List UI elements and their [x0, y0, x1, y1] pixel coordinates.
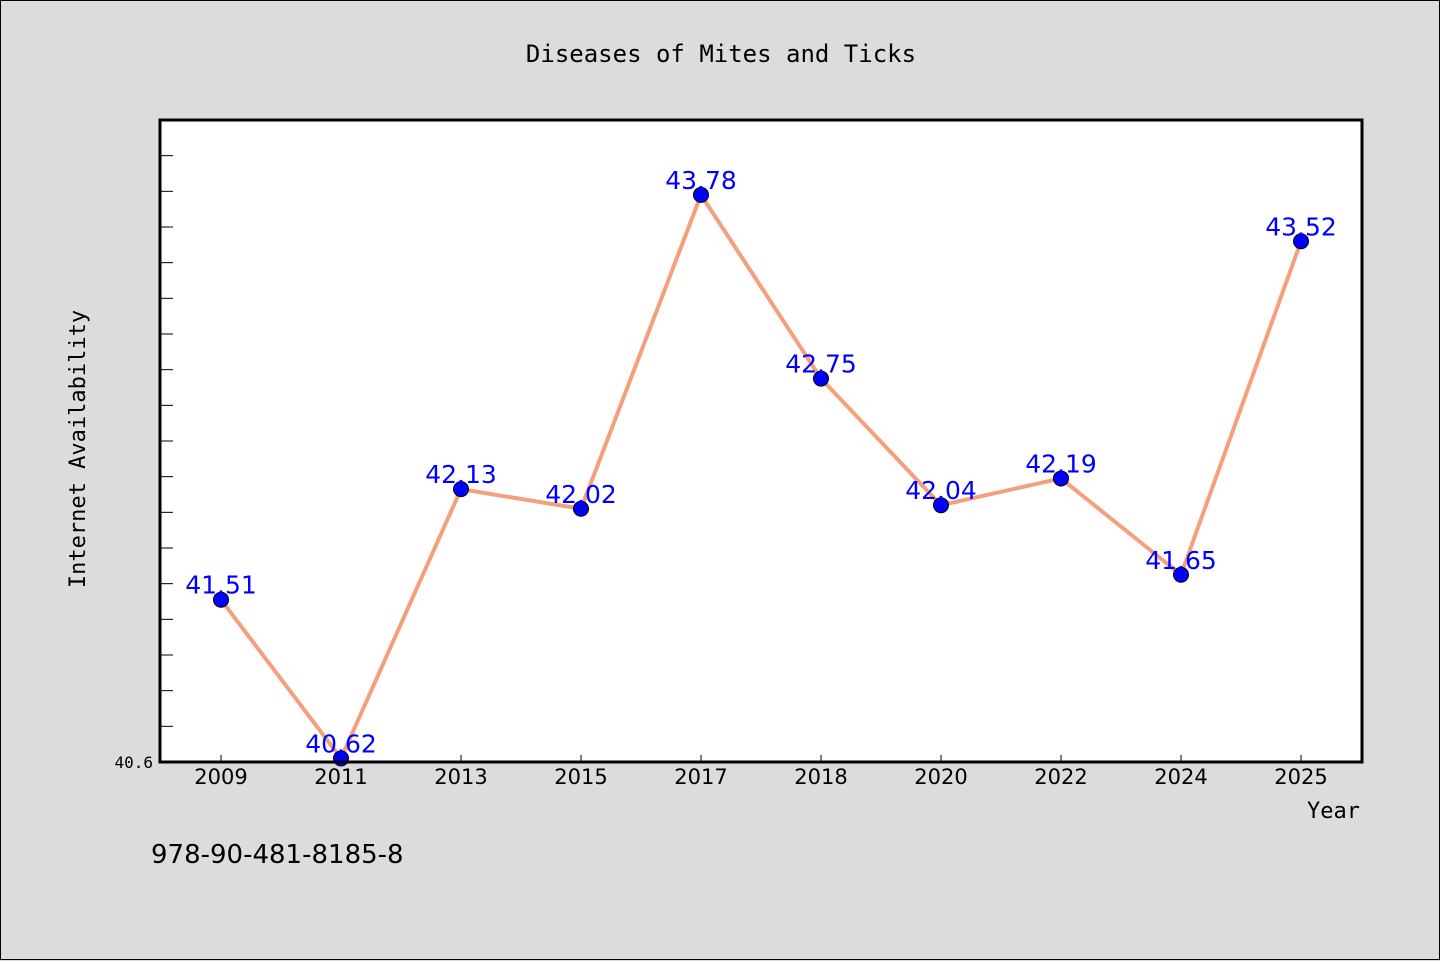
data-point [813, 370, 829, 387]
isbn-annotation: 978-90-481-8185-8 [151, 840, 404, 870]
data-label: 42.13 [425, 460, 497, 489]
data-point [693, 186, 709, 203]
x-tick-label: 2020 [914, 765, 967, 789]
data-label: 42.02 [545, 480, 617, 509]
data-label: 41.51 [185, 571, 257, 600]
x-axis-tick-labels: 2009 2011 2013 2015 2017 2018 2020 2022 2024 2025 [194, 765, 1327, 789]
x-tick-label: 2017 [674, 765, 727, 789]
data-label: 43.52 [1265, 212, 1337, 241]
data-point [1173, 566, 1189, 583]
x-tick-label: 2024 [1154, 765, 1207, 789]
series-layer: 41.51 40.62 42.13 42.02 43.78 42.75 42.04 42.19… [185, 166, 1337, 767]
x-tick-label: 2013 [434, 765, 487, 789]
x-tick-label: 2015 [554, 765, 607, 789]
x-tick-label: 2022 [1034, 765, 1087, 789]
data-label: 41.65 [1145, 546, 1217, 575]
data-point [1293, 233, 1309, 250]
y-axis-minor-ticks [160, 119, 173, 763]
data-label: 40.62 [305, 729, 377, 758]
chart-title: Diseases of Mites and Ticks [526, 40, 916, 68]
x-tick-label: 2018 [794, 765, 847, 789]
data-point [453, 481, 469, 498]
x-tick-label: 2011 [314, 765, 367, 789]
series-line [219, 192, 1303, 761]
plot-area [160, 120, 1362, 762]
data-label: 42.19 [1025, 449, 1097, 478]
x-tick-label: 2025 [1274, 765, 1327, 789]
data-point [213, 591, 229, 608]
y-axis-label: Internet Availability [66, 310, 91, 588]
data-point [933, 497, 949, 514]
data-label: 42.04 [905, 476, 977, 505]
y-axis-tick-labels: 40.6 [114, 753, 153, 772]
plot-frame [158, 118, 1364, 764]
y-tick-label: 40.6 [114, 753, 153, 772]
data-label: 42.75 [785, 350, 857, 379]
x-axis-label: Year [1307, 799, 1360, 824]
x-tick-label: 2009 [194, 765, 247, 789]
data-point [1053, 470, 1069, 487]
data-point [573, 500, 589, 517]
data-label: 43.78 [665, 166, 737, 195]
